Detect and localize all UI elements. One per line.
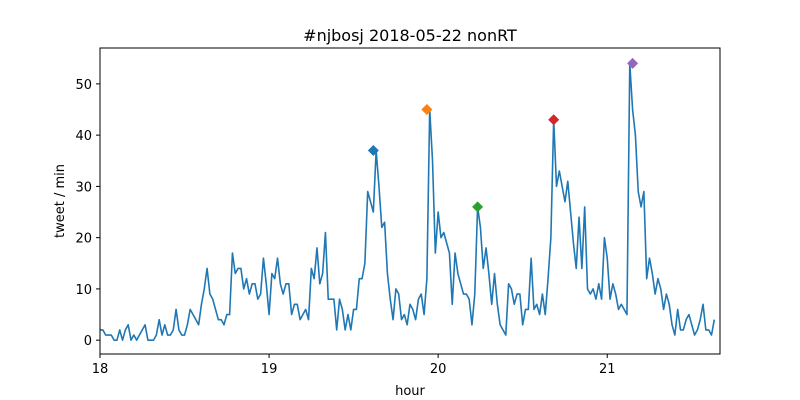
peak-marker-5 (627, 57, 639, 69)
y-tick-label: 0 (84, 334, 92, 349)
x-tick-label: 18 (92, 362, 109, 377)
y-axis-label: tweet / min (53, 164, 68, 238)
peak-marker-1 (367, 145, 379, 157)
y-tick-label: 20 (75, 232, 92, 247)
plot-area (100, 57, 716, 341)
peak-marker-2 (421, 104, 433, 116)
y-axis: 0 10 20 30 40 50 (75, 78, 100, 349)
peak-marker-3 (472, 201, 484, 213)
x-axis: 18 19 20 21 (92, 354, 616, 377)
plot-frame (99, 47, 721, 355)
x-tick-label: 21 (599, 362, 616, 377)
y-tick-label: 10 (75, 283, 92, 298)
x-tick-label: 20 (430, 362, 447, 377)
y-tick-label: 40 (75, 129, 92, 144)
y-tick-label: 50 (75, 78, 92, 93)
tweet-rate-line (100, 62, 716, 341)
chart-title: #njbosj 2018-05-22 nonRT (303, 26, 517, 45)
x-tick-label: 19 (261, 362, 278, 377)
x-axis-label: hour (395, 384, 425, 399)
peak-marker-4 (548, 114, 560, 126)
y-tick-label: 30 (75, 180, 92, 195)
